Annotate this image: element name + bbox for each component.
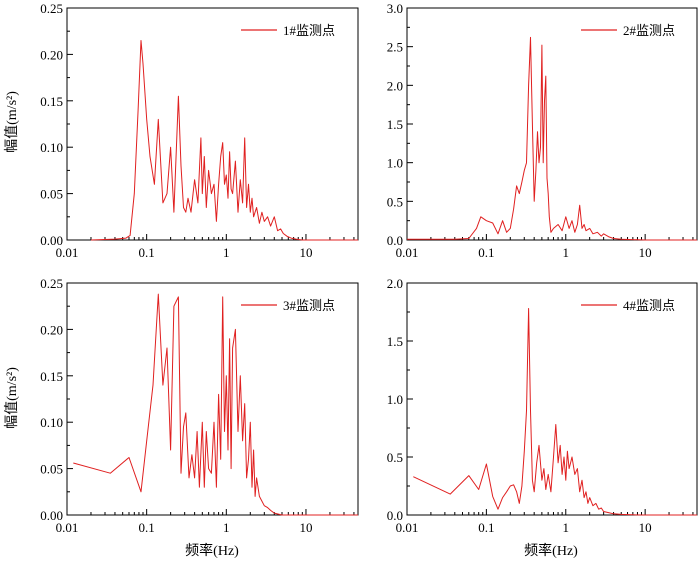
legend-label: 3#监测点 (283, 298, 335, 313)
y-tick-label: 2.0 (387, 276, 403, 291)
x-tick-label: 0.1 (139, 520, 155, 535)
y-axis-title-top: 幅值(m/s²) (4, 91, 20, 153)
series-line-4 (413, 308, 697, 516)
x-axis-title-left: 频率(Hz) (185, 542, 239, 559)
y-tick-label: 0.20 (40, 47, 63, 62)
x-tick-label: 0.1 (139, 245, 155, 260)
x-tick-label: 1 (223, 245, 230, 260)
plot-frame (66, 282, 359, 516)
y-tick-label: 0.00 (40, 508, 63, 523)
legend-label: 4#监测点 (623, 298, 675, 313)
x-tick-label: 0.01 (56, 245, 79, 260)
x-tick-label: 0.01 (396, 245, 419, 260)
chart-panel-2: 0.01 0.1 1 10 0.0 0.5 1.0 1.5 2.0 2.5 3.0 2#监测点 (387, 1, 698, 260)
y-tick-label: 0.20 (40, 322, 63, 337)
y-tick-label: 1.5 (387, 117, 403, 132)
y-tick-label: 1.5 (387, 334, 403, 349)
chart-panel-1: 0.01 0.1 1 10 0.00 0.05 0.10 0.15 0.20 0.25 1#监测点 (40, 1, 359, 260)
y-tick-label: 0.15 (40, 94, 63, 109)
y-tick-label: 0.0 (387, 508, 403, 523)
y-tick-label: 0.25 (40, 276, 63, 291)
x-tick-label: 1 (563, 520, 570, 535)
x-tick-label: 0.01 (396, 520, 419, 535)
y-tick-label: 1.0 (387, 156, 403, 171)
y-tick-label: 0.0 (387, 233, 403, 248)
x-tick-label: 10 (639, 520, 652, 535)
y-tick-label: 0.05 (40, 462, 63, 477)
x-tick-label: 0.1 (478, 245, 494, 260)
chart-panel-3: 0.01 0.1 1 10 0.00 0.05 0.10 0.15 0.20 0.25 3#监测点 (40, 276, 359, 535)
x-tick-label: 10 (639, 245, 652, 260)
y-tick-label: 2.0 (387, 78, 403, 93)
series-line-3 (73, 293, 358, 516)
chart-panel-4: 0.01 0.1 1 10 0.0 0.5 1.0 1.5 2.0 4#监测点 (387, 276, 698, 535)
x-tick-label: 1 (223, 520, 230, 535)
x-tick-label: 0.01 (56, 520, 79, 535)
y-tick-label: 0.10 (40, 140, 63, 155)
y-tick-label: 0.05 (40, 187, 63, 202)
x-tick-label: 0.1 (478, 520, 494, 535)
y-tick-label: 0.15 (40, 369, 63, 384)
y-tick-label: 3.0 (387, 1, 403, 16)
x-tick-label: 1 (563, 245, 570, 260)
y-tick-label: 0.00 (40, 233, 63, 248)
plot-frame (406, 7, 698, 241)
plot-frame (66, 7, 359, 241)
x-axis-title-right: 频率(Hz) (524, 542, 578, 559)
y-axis-title-bottom: 幅值(m/s²) (4, 367, 20, 429)
y-tick-label: 0.5 (387, 194, 403, 209)
y-tick-label: 1.0 (387, 392, 403, 407)
y-tick-label: 0.10 (40, 415, 63, 430)
legend-label: 1#监测点 (283, 23, 335, 38)
y-tick-label: 2.5 (387, 40, 403, 55)
legend-label: 2#监测点 (623, 23, 675, 38)
series-line-2 (407, 36, 697, 241)
series-line-1 (90, 40, 358, 241)
y-tick-label: 0.25 (40, 1, 63, 16)
x-tick-label: 10 (299, 245, 312, 260)
y-tick-label: 0.5 (387, 450, 403, 465)
x-tick-label: 10 (299, 520, 312, 535)
